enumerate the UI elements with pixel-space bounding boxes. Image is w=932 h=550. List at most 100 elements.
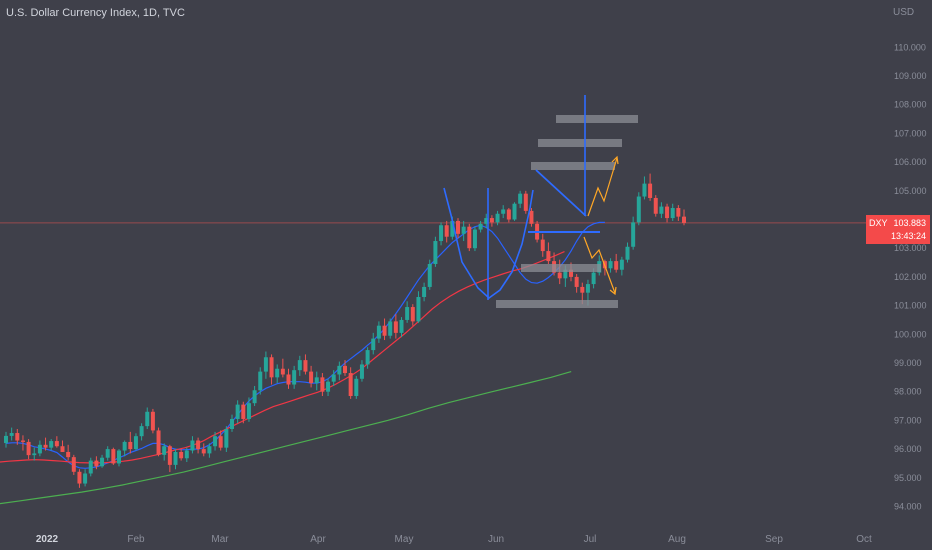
candle-body — [410, 307, 415, 322]
candle-body — [636, 196, 641, 223]
candle-body — [94, 460, 99, 467]
breakdown-path — [583, 236, 616, 294]
candle-body — [444, 225, 449, 237]
candle-body — [150, 411, 155, 431]
candle-body — [427, 263, 432, 287]
candle-body — [467, 226, 472, 249]
candle-body — [246, 403, 251, 419]
candle-body — [173, 451, 178, 465]
drawings[interactable] — [443, 95, 638, 308]
target-zone — [496, 300, 618, 308]
candle-body — [15, 433, 20, 441]
candle-body — [348, 373, 353, 397]
candle-body — [88, 460, 93, 474]
candle-body — [179, 451, 184, 459]
candle-body — [190, 440, 195, 451]
candle-body — [213, 436, 218, 447]
candle-body — [439, 225, 444, 242]
breakdown-arrowhead — [609, 286, 617, 296]
candle-body — [557, 272, 562, 279]
candle-body — [9, 433, 14, 436]
candle-body — [659, 206, 664, 214]
y-tick-label: 107.000 — [894, 128, 927, 138]
candle-body — [365, 350, 370, 365]
candle-body — [26, 441, 31, 456]
ma-fast-line — [5, 221, 605, 469]
candle-body — [263, 357, 268, 372]
candle-body — [393, 321, 398, 333]
candle-body — [456, 220, 460, 234]
bar-countdown: 13:43:24 — [890, 231, 926, 241]
candle-body — [117, 450, 121, 464]
candle-body — [450, 220, 455, 237]
candle-body — [49, 441, 54, 448]
candle-body — [162, 446, 167, 455]
candle-body — [665, 206, 670, 219]
candle-body — [20, 440, 25, 442]
candle-body — [422, 286, 427, 297]
x-tick-label: Sep — [765, 534, 783, 545]
candle-body — [100, 457, 105, 467]
candle-body — [354, 378, 359, 397]
candle-body — [224, 429, 229, 448]
candle-body — [314, 377, 319, 384]
candles — [4, 173, 686, 488]
candle-body — [461, 226, 466, 234]
candle-body — [105, 449, 110, 458]
candle-body — [309, 371, 314, 384]
candle-body — [523, 193, 528, 211]
candle-body — [326, 381, 331, 392]
x-tick-label: May — [395, 534, 414, 545]
candle-body — [495, 213, 500, 223]
candle-body — [286, 374, 291, 385]
candle-body — [484, 218, 489, 224]
x-tick-label: Apr — [310, 534, 326, 545]
candle-body — [625, 246, 630, 260]
pennant-upper-line — [535, 169, 587, 217]
candle-body — [653, 197, 658, 214]
x-tick-label: Feb — [127, 534, 145, 545]
target-zone — [531, 162, 615, 170]
target-zone — [538, 139, 622, 147]
candle-body — [184, 450, 189, 459]
ma-slow-line — [0, 371, 572, 505]
candle-body — [201, 449, 206, 454]
y-tick-label: 102.000 — [894, 272, 927, 282]
x-tick-label: Jun — [488, 534, 504, 545]
candle-body — [43, 444, 48, 448]
candle-body — [139, 426, 144, 437]
candle-body — [472, 229, 477, 249]
candle-body — [269, 357, 274, 378]
candle-body — [591, 272, 596, 285]
candle-body — [642, 183, 647, 197]
y-tick-label: 110.000 — [894, 42, 926, 52]
moving-averages — [0, 221, 605, 505]
candle-body — [331, 374, 336, 382]
x-tick-label: Jul — [584, 534, 597, 545]
candle-body — [218, 436, 223, 448]
candle-body — [196, 440, 201, 450]
candle-body — [258, 371, 263, 391]
symbol-label: DXY — [869, 218, 888, 228]
y-tick-label: 105.000 — [894, 186, 927, 196]
breakout-arrowhead — [611, 155, 619, 165]
ma-mid-line — [0, 251, 565, 464]
candle-body — [241, 404, 246, 419]
price-value: 103.883 — [893, 218, 926, 228]
candle-body — [518, 193, 523, 204]
candle-body — [648, 183, 653, 198]
y-tick-label: 98.000 — [894, 387, 922, 397]
candle-body — [343, 365, 347, 374]
last-price-badge: DXY 103.883 13:43:24 — [866, 215, 930, 244]
y-axis: 94.000 95.000 96.000 97.000 98.000 99.000 100.… — [894, 42, 927, 511]
candle-body — [388, 321, 393, 336]
y-tick-label: 109.000 — [894, 71, 927, 81]
candle-body — [371, 338, 376, 351]
candle-body — [145, 411, 150, 427]
target-zone — [556, 115, 638, 123]
candle-body — [416, 296, 421, 322]
candle-body — [399, 319, 404, 333]
candle-body — [275, 368, 280, 378]
candle-body — [122, 441, 127, 451]
